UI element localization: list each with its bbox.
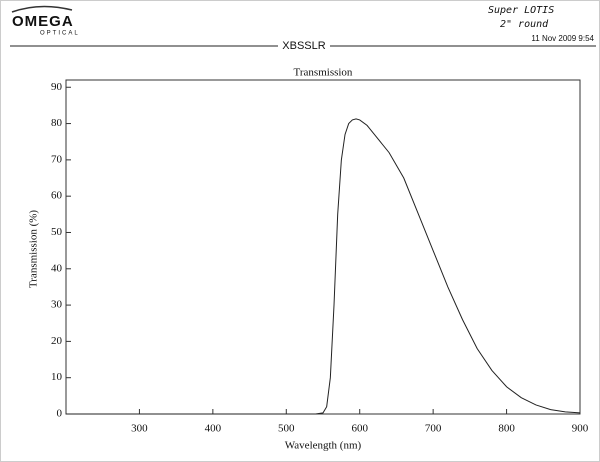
x-tick-label: 400 bbox=[205, 423, 222, 435]
y-axis-label: Transmission (%) bbox=[28, 210, 40, 288]
x-axis-label: Wavelength (nm) bbox=[285, 440, 362, 452]
logo-sub: OPTICAL bbox=[40, 31, 80, 37]
chart-title: Transmission bbox=[294, 67, 353, 79]
y-tick-label: 20 bbox=[51, 335, 63, 347]
y-tick-label: 0 bbox=[57, 408, 63, 420]
timestamp: 11 Nov 2009 9:54 bbox=[531, 34, 594, 43]
y-tick-label: 60 bbox=[51, 190, 63, 202]
y-tick-label: 90 bbox=[51, 81, 63, 93]
handwritten-note: Super LOTIS bbox=[488, 5, 554, 16]
part-number: XBSSLR bbox=[282, 40, 325, 52]
plot-frame bbox=[65, 79, 581, 415]
x-tick-label: 500 bbox=[278, 423, 295, 435]
y-tick-label: 80 bbox=[51, 117, 63, 129]
logo: OMEGA bbox=[12, 13, 74, 30]
handwritten-note: 2" round bbox=[500, 19, 549, 30]
y-tick-label: 10 bbox=[51, 371, 63, 383]
logo-swoosh bbox=[11, 5, 73, 13]
x-tick-label: 600 bbox=[351, 423, 368, 435]
x-tick-label: 900 bbox=[572, 423, 589, 435]
y-tick-label: 40 bbox=[51, 262, 63, 274]
y-tick-label: 30 bbox=[51, 299, 63, 311]
y-tick-label: 70 bbox=[51, 153, 63, 165]
y-tick-label: 50 bbox=[51, 226, 63, 238]
data-line bbox=[66, 118, 581, 415]
x-tick-label: 300 bbox=[131, 423, 148, 435]
x-tick-label: 700 bbox=[425, 423, 442, 435]
x-tick-label: 800 bbox=[498, 423, 515, 435]
